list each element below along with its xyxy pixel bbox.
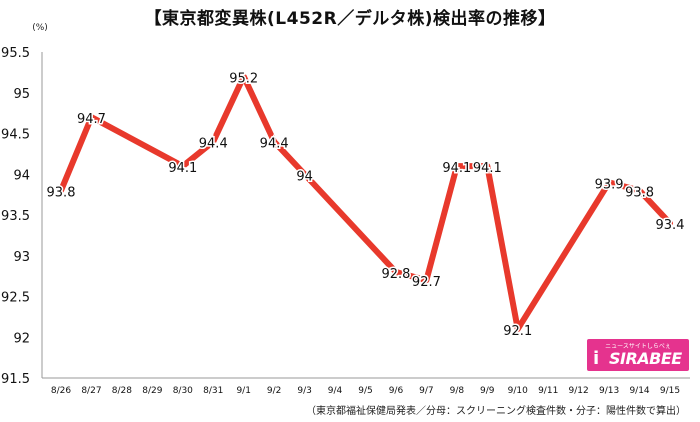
x-tick-label: 9/13 [599, 386, 619, 396]
data-label: 94.4 [260, 137, 289, 152]
x-tick-label: 9/14 [629, 386, 649, 396]
x-tick-label: 9/9 [480, 386, 495, 396]
series-line [58, 73, 673, 333]
x-tick-label: 9/3 [297, 386, 311, 396]
logo-tagline: ニュースサイトしらべぇ [605, 343, 671, 350]
x-tick-label: 9/10 [508, 386, 528, 396]
x-tick-label: 8/30 [173, 386, 193, 396]
data-label: 92.7 [412, 275, 441, 290]
y-axis-unit-label: (%) [32, 23, 48, 33]
data-label: 93.4 [656, 218, 685, 233]
x-tick-label: 9/2 [267, 386, 281, 396]
y-tick-label: 95 [13, 87, 30, 102]
data-label: 93.9 [595, 177, 624, 192]
y-tick-label: 94.5 [1, 128, 30, 143]
data-label: 92.1 [503, 324, 532, 339]
chart-title: 【東京都変異株(L452R／デルタ株)検出率の推移】 [144, 9, 556, 29]
logo-name: SIRABEE [609, 349, 682, 368]
data-label: 95.2 [229, 71, 258, 86]
x-tick-label: 8/26 [51, 386, 71, 396]
x-tick-label: 9/15 [660, 386, 680, 396]
data-label: 94.7 [77, 112, 106, 127]
x-tick-label: 9/12 [569, 386, 589, 396]
y-tick-label: 92 [13, 331, 30, 346]
x-tick-label: 9/1 [236, 386, 250, 396]
data-label: 94.1 [473, 161, 502, 176]
data-label: 94.4 [199, 137, 228, 152]
source-note: （東京都福祉保健局発表／分母：スクリーニング検査件数・分子：陽性件数で算出） [306, 406, 686, 417]
data-label: 92.8 [381, 267, 410, 282]
y-tick-label: 91.5 [1, 372, 30, 387]
y-tick-label: 94 [13, 168, 30, 183]
data-label: 93.8 [47, 186, 76, 201]
x-tick-label: 8/31 [203, 386, 223, 396]
x-tick-label: 9/7 [419, 386, 433, 396]
x-tick-label: 9/4 [328, 386, 343, 396]
sirabee-logo: ニュースサイトしらべぇ i SIRABEE [587, 339, 689, 371]
logo-mark-icon: i [593, 348, 600, 369]
y-tick-label: 92.5 [1, 291, 30, 306]
y-tick-label: 93.5 [1, 209, 30, 224]
x-tick-label: 9/8 [450, 386, 465, 396]
data-label: 94.1 [168, 161, 197, 176]
x-tick-label: 8/28 [112, 386, 132, 396]
data-label: 93.8 [625, 186, 654, 201]
x-tick-label: 9/5 [358, 386, 372, 396]
y-tick-label: 93 [13, 250, 30, 265]
x-tick-label: 8/27 [81, 386, 101, 396]
x-tick-label: 8/29 [142, 386, 162, 396]
x-tick-label: 9/11 [538, 386, 558, 396]
data-label: 94.1 [442, 161, 471, 176]
x-tick-label: 9/6 [389, 386, 404, 396]
data-label: 94 [296, 169, 313, 184]
y-tick-label: 95.5 [1, 46, 30, 61]
